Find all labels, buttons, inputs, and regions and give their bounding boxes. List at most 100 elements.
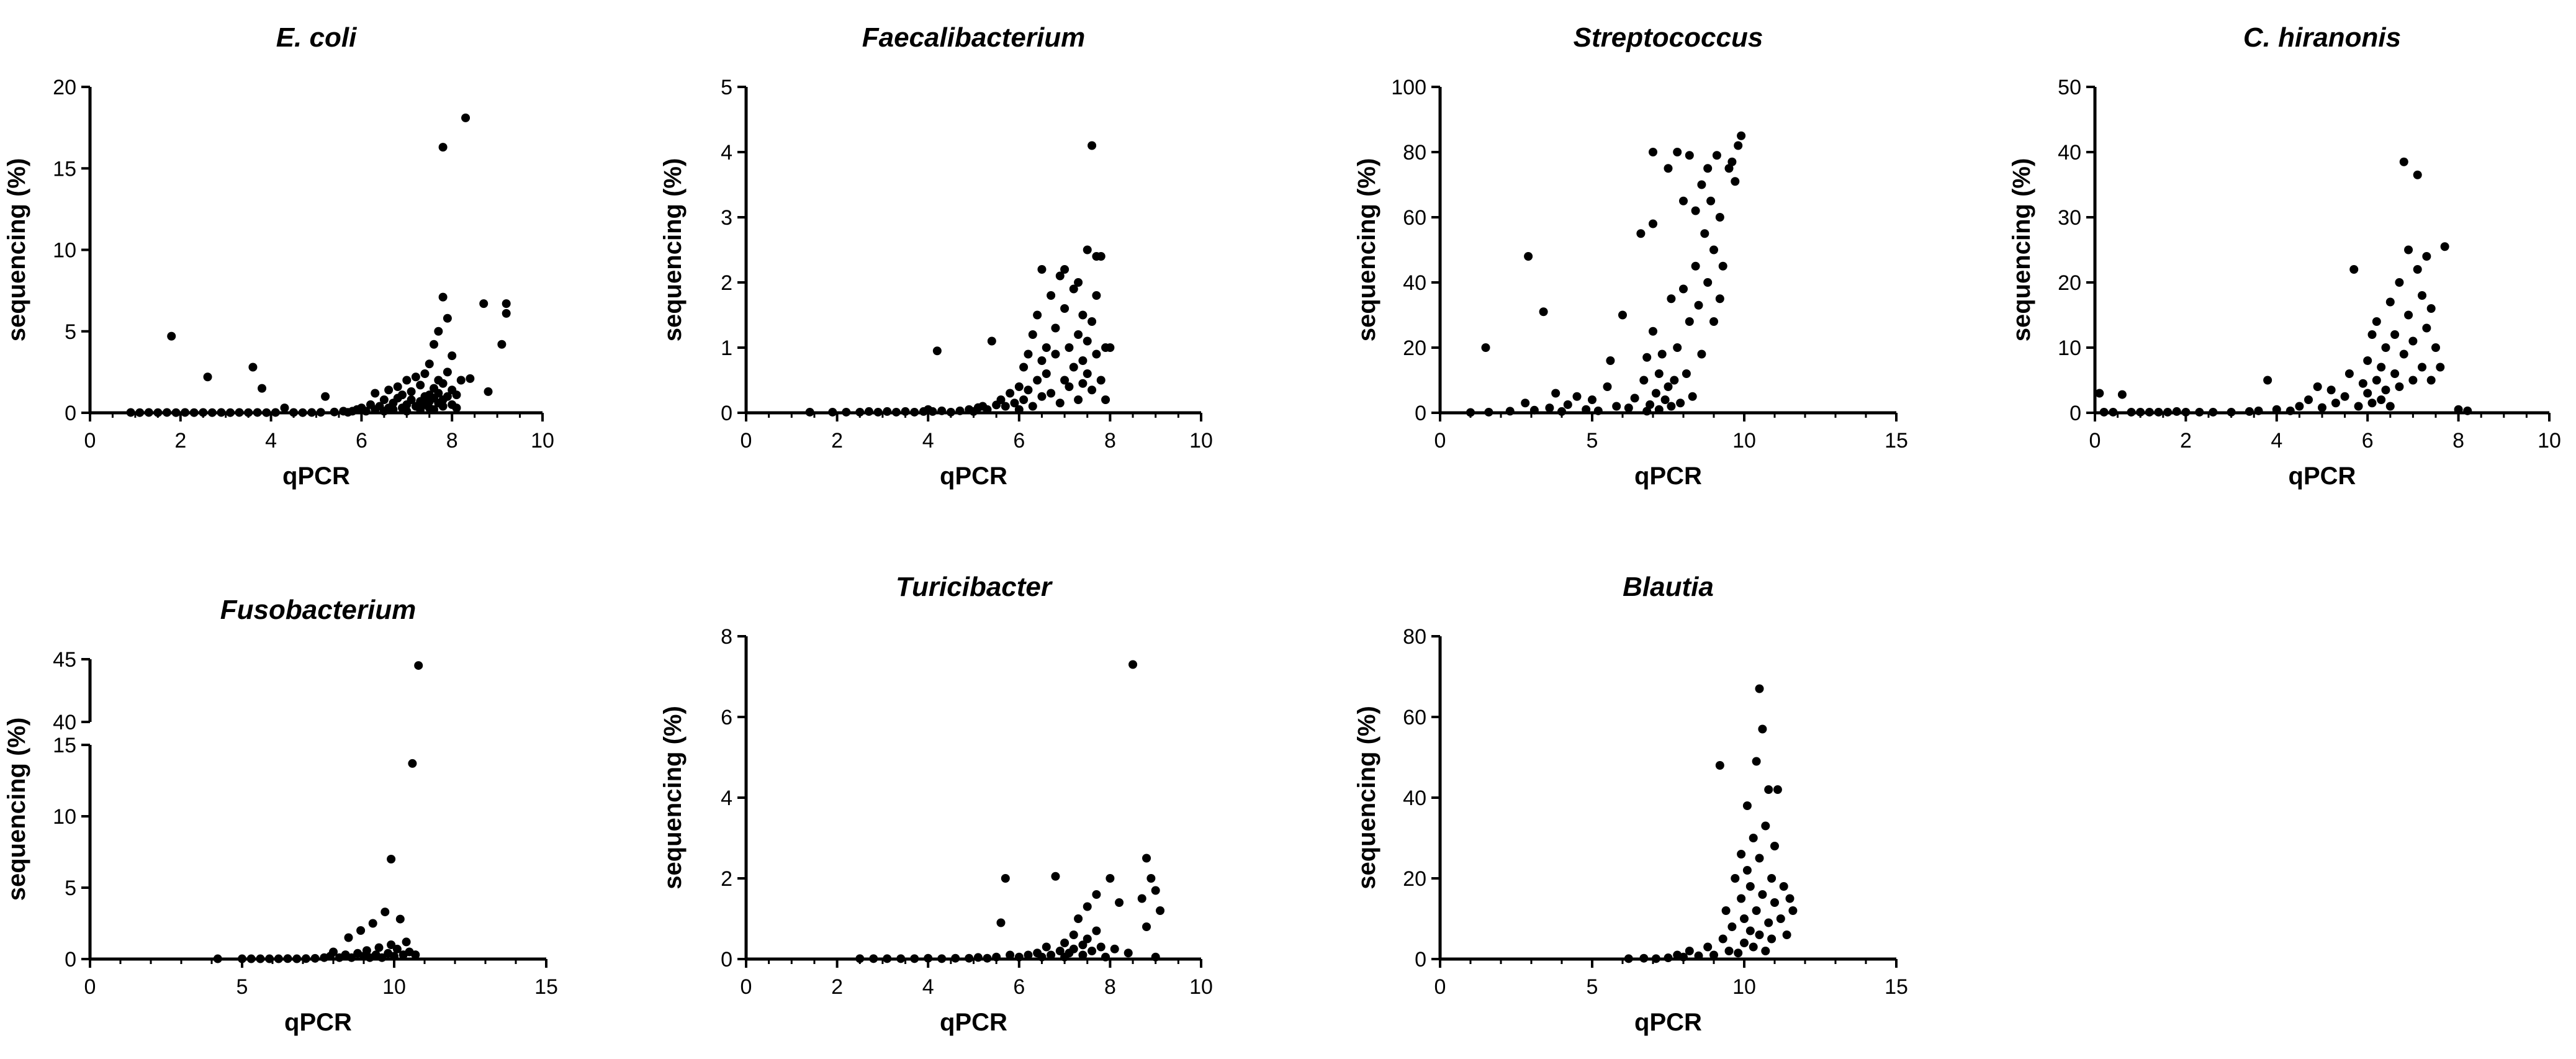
data-point bbox=[414, 661, 423, 670]
data-point bbox=[1697, 349, 1706, 359]
data-point bbox=[1703, 942, 1713, 952]
data-point bbox=[1745, 882, 1755, 891]
data-point bbox=[1654, 369, 1664, 378]
data-point bbox=[1612, 402, 1621, 411]
data-point bbox=[213, 954, 222, 963]
data-point bbox=[2304, 395, 2313, 404]
data-point bbox=[1651, 389, 1660, 398]
data-point bbox=[1024, 349, 1033, 359]
data-point bbox=[162, 408, 171, 417]
data-point bbox=[1137, 894, 1146, 903]
data-point bbox=[1047, 291, 1056, 300]
x-axis-label: qPCR bbox=[940, 462, 1007, 490]
data-point bbox=[996, 918, 1006, 927]
data-point bbox=[502, 299, 511, 309]
y-tick-label: 20 bbox=[2058, 271, 2081, 295]
data-point bbox=[2095, 389, 2104, 398]
data-point bbox=[484, 387, 493, 396]
data-point bbox=[1481, 343, 1490, 352]
data-point bbox=[1088, 947, 1097, 955]
data-point bbox=[1019, 395, 1029, 404]
data-point bbox=[1557, 407, 1566, 416]
x-tick-label: 15 bbox=[1885, 429, 1908, 453]
y-axis-label: sequencing (%) bbox=[3, 718, 30, 901]
data-point bbox=[1676, 399, 1685, 408]
data-point bbox=[1606, 356, 1615, 365]
data-point bbox=[411, 372, 420, 382]
data-point bbox=[1731, 874, 1740, 883]
data-point bbox=[1033, 310, 1042, 320]
data-point bbox=[2390, 369, 2400, 378]
data-point bbox=[387, 940, 396, 949]
data-point bbox=[1563, 400, 1572, 409]
data-point bbox=[1156, 906, 1165, 915]
data-point bbox=[1770, 898, 1779, 907]
data-point bbox=[479, 299, 489, 309]
x-tick-label: 0 bbox=[741, 429, 752, 453]
data-point bbox=[2331, 399, 2340, 408]
data-point bbox=[390, 952, 399, 961]
y-axis-label: sequencing (%) bbox=[3, 158, 30, 342]
data-point bbox=[1667, 402, 1676, 411]
data-point bbox=[1042, 369, 1051, 378]
data-point bbox=[262, 408, 271, 417]
data-point bbox=[1055, 271, 1065, 281]
data-point bbox=[258, 384, 267, 393]
data-point bbox=[1755, 854, 1764, 863]
data-point bbox=[1042, 942, 1051, 952]
data-point bbox=[1051, 349, 1060, 359]
panel-title: Turicibacter bbox=[896, 572, 1053, 602]
data-point bbox=[1060, 376, 1070, 385]
y-tick-label: 30 bbox=[2058, 206, 2081, 230]
data-point bbox=[924, 953, 933, 963]
data-point bbox=[1096, 942, 1106, 952]
data-point bbox=[153, 408, 163, 417]
data-point bbox=[1014, 405, 1024, 414]
data-point bbox=[2408, 376, 2418, 385]
x-tick-label: 0 bbox=[1434, 429, 1446, 453]
data-point bbox=[2463, 406, 2472, 415]
y-tick-label: 2 bbox=[721, 271, 732, 295]
data-point bbox=[2272, 405, 2281, 414]
x-tick-label: 15 bbox=[534, 975, 558, 999]
data-point bbox=[2440, 242, 2449, 251]
data-point bbox=[1737, 894, 1746, 903]
data-point bbox=[896, 954, 906, 963]
data-point bbox=[1065, 343, 1074, 352]
data-point bbox=[1776, 914, 1785, 923]
data-point bbox=[377, 953, 387, 962]
y-tick-label: 60 bbox=[1403, 206, 1426, 230]
x-tick-label: 2 bbox=[174, 429, 186, 453]
data-point bbox=[2326, 385, 2336, 395]
x-tick-label: 10 bbox=[531, 429, 554, 453]
data-point bbox=[2109, 407, 2118, 417]
data-point bbox=[2318, 403, 2326, 412]
data-point bbox=[1083, 369, 1092, 378]
data-point bbox=[873, 407, 883, 417]
data-point bbox=[805, 407, 814, 417]
data-point bbox=[171, 408, 181, 417]
y-tick-label: 0 bbox=[65, 948, 76, 971]
data-point bbox=[1593, 406, 1603, 415]
data-point bbox=[1734, 949, 1743, 958]
data-point bbox=[1758, 890, 1767, 899]
data-point bbox=[2363, 356, 2372, 365]
data-point bbox=[448, 351, 457, 361]
data-point bbox=[1014, 382, 1024, 391]
x-axis-label: qPCR bbox=[1634, 462, 1702, 490]
data-point bbox=[1624, 403, 1633, 413]
x-axis-label: qPCR bbox=[284, 1009, 352, 1036]
data-point bbox=[430, 340, 439, 349]
data-point bbox=[1742, 866, 1752, 875]
scatter-panel-2: 0 2 4 6 8 10 0 1 2 3 4 5 Faecalibacterium qPCR sequenc… bbox=[659, 22, 1213, 490]
data-point bbox=[1639, 376, 1649, 385]
data-point bbox=[1639, 953, 1649, 963]
scatter-panel-7: 0 5 10 15 0 20 40 60 80 Blautia qPCR sequencing (%) bbox=[1353, 572, 1908, 1036]
data-point bbox=[167, 331, 176, 341]
x-tick-label: 6 bbox=[1013, 975, 1025, 999]
data-point bbox=[1745, 926, 1755, 935]
data-point bbox=[301, 954, 310, 963]
data-point bbox=[344, 933, 353, 942]
data-point bbox=[1755, 931, 1764, 939]
data-point bbox=[253, 408, 262, 417]
